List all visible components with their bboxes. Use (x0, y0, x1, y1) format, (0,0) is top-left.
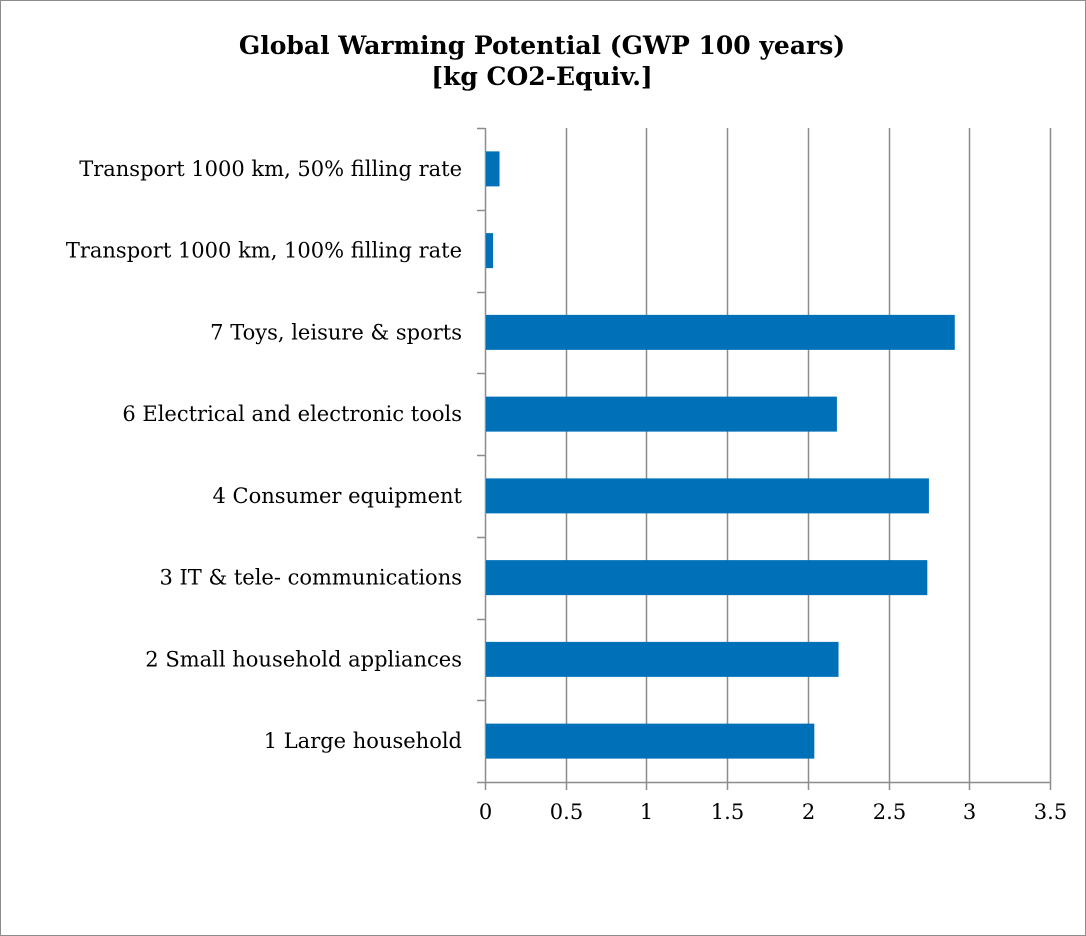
x-tick-label: 0 (479, 800, 492, 824)
bar (486, 233, 494, 269)
chart-title-line-2: [kg CO2-Equiv.] (431, 62, 653, 91)
category-label: Transport 1000 km, 100% filling rate (66, 239, 462, 263)
bar (486, 641, 839, 677)
category-label: 7 Toys, leisure & sports (210, 320, 462, 344)
category-label: Transport 1000 km, 50% filling rate (79, 157, 462, 181)
x-tick-label: 2.5 (873, 800, 906, 824)
category-label: 6 Electrical and electronic tools (122, 402, 462, 426)
bar (486, 314, 955, 350)
category-label: 2 Small household appliances (145, 647, 462, 671)
category-label: 3 IT & tele- communications (159, 566, 462, 590)
bar (486, 396, 837, 432)
bar (486, 151, 500, 187)
bar (486, 723, 815, 759)
x-tick-label: 0.5 (550, 800, 583, 824)
bar (486, 560, 928, 596)
bar (486, 478, 929, 514)
chart-title-line-1: Global Warming Potential (GWP 100 years) (238, 31, 846, 60)
x-tick-label: 2 (802, 800, 815, 824)
x-tick-label: 3.5 (1034, 800, 1067, 824)
x-tick-label: 1 (640, 800, 653, 824)
x-tick-label: 1.5 (711, 800, 744, 824)
category-label: 1 Large household (264, 729, 462, 753)
chart-title: Global Warming Potential (GWP 100 years)… (0, 30, 1084, 92)
x-tick-label: 3 (963, 800, 976, 824)
category-label: 4 Consumer equipment (213, 484, 463, 508)
